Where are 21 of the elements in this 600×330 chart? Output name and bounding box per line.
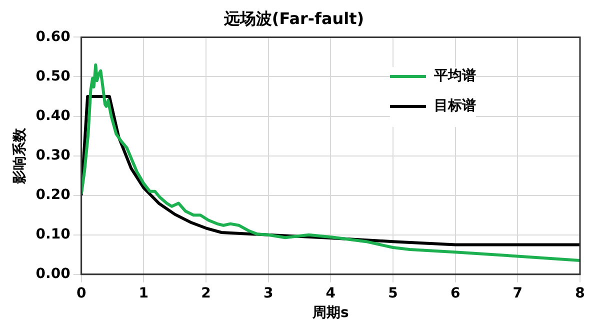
- x-tick-label: 3: [263, 285, 274, 302]
- y-tick-label: 0.20: [36, 186, 71, 203]
- y-tick-label: 0.00: [36, 266, 71, 282]
- legend-label: 平均谱: [434, 67, 476, 86]
- y-tick-label: 0.60: [36, 28, 71, 45]
- x-axis-title: 周期s: [312, 305, 349, 322]
- x-tick-label: 5: [388, 285, 398, 302]
- x-tick-label: 0: [76, 285, 86, 302]
- x-tick-label: 8: [575, 285, 585, 302]
- y-axis-title: 影响系数: [12, 126, 28, 185]
- chart-title: 远场波(Far-fault): [222, 8, 364, 28]
- y-tick-label: 0.50: [36, 68, 71, 84]
- x-tick-label: 2: [201, 285, 211, 302]
- y-tick-label: 0.30: [36, 147, 71, 164]
- x-tick-label: 6: [450, 285, 460, 302]
- y-tick-label: 0.40: [36, 108, 71, 124]
- x-tick-label: 7: [512, 285, 523, 302]
- x-tick-label: 1: [138, 285, 149, 302]
- y-tick-label: 0.10: [36, 226, 71, 243]
- legend-label: 目标谱: [434, 97, 476, 116]
- x-tick-label: 4: [326, 285, 336, 302]
